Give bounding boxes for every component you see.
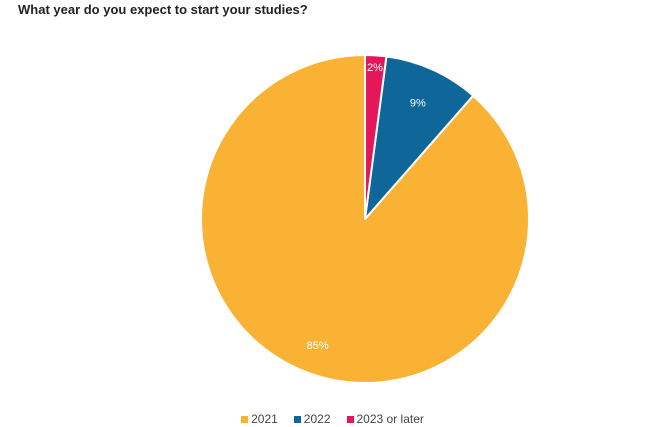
- pie-slice-2023-or-later[interactable]: [364, 54, 388, 220]
- legend: 2021 2022 2023 or later: [0, 412, 665, 426]
- pie-slice-2022[interactable]: [364, 55, 475, 220]
- legend-label-2022: 2022: [303, 412, 331, 426]
- legend-swatch-2023-or-later: [346, 415, 354, 423]
- pie-slice-2021[interactable]: [200, 54, 530, 384]
- chart-title: What year do you expect to start your st…: [18, 2, 308, 17]
- legend-item-2021[interactable]: 2021: [241, 412, 278, 426]
- legend-label-2023-or-later: 2023 or later: [356, 412, 424, 426]
- slice-label-2022: 9%: [410, 97, 426, 109]
- legend-swatch-2022: [293, 415, 301, 423]
- legend-item-2023-or-later[interactable]: 2023 or later: [346, 412, 424, 426]
- legend-item-2022[interactable]: 2022: [293, 412, 331, 426]
- slice-label-2021: 85%: [307, 340, 329, 352]
- legend-label-2021: 2021: [251, 412, 278, 426]
- slice-label-2023-or-later: 2%: [367, 62, 383, 74]
- legend-swatch-2021: [241, 415, 249, 423]
